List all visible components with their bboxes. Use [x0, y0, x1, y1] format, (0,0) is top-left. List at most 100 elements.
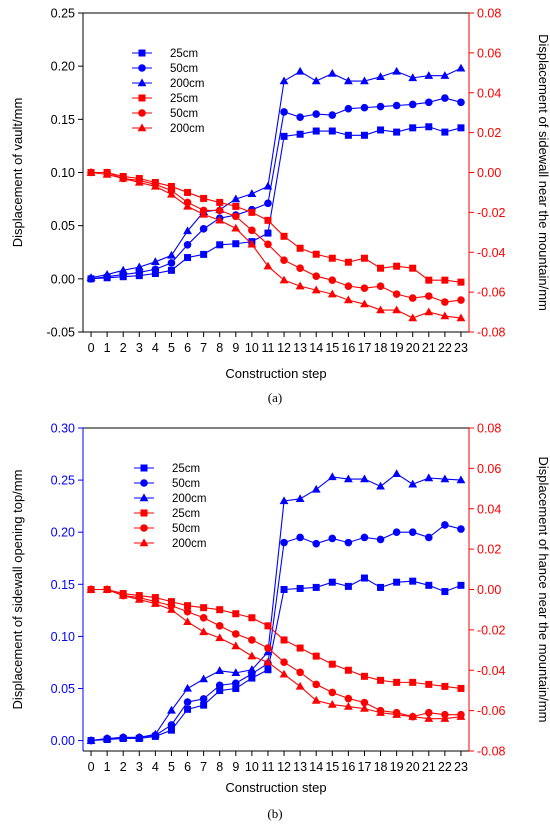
- data-point: [167, 726, 175, 734]
- x-tick-label: 4: [152, 760, 159, 774]
- data-point: [118, 265, 128, 274]
- data-point: [296, 584, 304, 592]
- y-left-tick-label: 0.15: [51, 113, 75, 127]
- data-point: [134, 177, 144, 186]
- data-point: [440, 71, 450, 79]
- data-point: [312, 127, 320, 135]
- data-point: [231, 630, 240, 638]
- data-point: [216, 198, 224, 206]
- data-point: [424, 533, 433, 542]
- data-point: [216, 241, 224, 249]
- data-point: [86, 273, 96, 281]
- legend-marker: [137, 123, 147, 132]
- data-point: [424, 98, 433, 107]
- series-left-200cm: [86, 469, 466, 744]
- data-point: [441, 588, 449, 596]
- data-point: [183, 241, 192, 249]
- y-left-tick-label: -0.05: [47, 326, 76, 340]
- data-point: [215, 215, 225, 224]
- legend-label: 50cm: [172, 523, 200, 535]
- data-point: [327, 472, 337, 481]
- x-tick-label: 22: [438, 341, 452, 355]
- data-point: [167, 605, 176, 613]
- data-point: [360, 299, 369, 308]
- data-point: [360, 574, 368, 582]
- data-point: [296, 113, 304, 122]
- y-right-tick-label: 0.06: [477, 46, 501, 60]
- data-point: [312, 652, 320, 660]
- series-line: [91, 171, 462, 283]
- data-point: [183, 683, 192, 692]
- data-point: [343, 76, 353, 85]
- x-tick-label: 8: [216, 341, 223, 355]
- data-point: [200, 194, 208, 202]
- data-point: [184, 602, 192, 610]
- data-point: [264, 622, 272, 630]
- data-point: [392, 305, 402, 314]
- data-point: [425, 581, 433, 589]
- data-point: [457, 296, 465, 304]
- y-left-axis-label: Displacement of vault/mm: [10, 98, 25, 248]
- series-right-50cm: [87, 168, 465, 306]
- y-right-tick-label: 0.02: [477, 543, 501, 557]
- series-line: [91, 588, 462, 720]
- panel-caption: (b): [267, 806, 282, 821]
- data-point: [279, 669, 289, 678]
- data-point: [360, 704, 369, 712]
- data-point: [441, 298, 449, 306]
- data-point: [344, 582, 352, 590]
- y-left-tick-label: 0.15: [51, 578, 75, 592]
- y-left-tick-label: 0.30: [51, 422, 75, 436]
- data-point: [328, 534, 337, 543]
- data-point: [295, 66, 305, 75]
- series-right-200cm: [86, 167, 466, 322]
- data-point: [264, 199, 272, 208]
- data-point: [296, 533, 304, 542]
- series-right-200cm: [86, 584, 466, 722]
- data-point: [296, 130, 304, 138]
- data-point: [360, 672, 368, 680]
- data-point: [376, 102, 385, 111]
- data-point: [199, 613, 208, 622]
- x-tick-label: 3: [136, 760, 143, 774]
- data-point: [312, 680, 321, 689]
- data-point: [86, 584, 96, 593]
- x-tick-label: 9: [232, 760, 239, 774]
- data-point: [264, 229, 272, 237]
- y-right-tick-label: -0.06: [477, 704, 506, 718]
- data-point: [118, 590, 128, 599]
- legend-marker: [140, 479, 148, 487]
- data-point: [215, 666, 225, 674]
- data-point: [344, 538, 353, 547]
- data-point: [167, 598, 175, 606]
- data-point: [199, 225, 208, 233]
- data-point: [328, 254, 336, 262]
- legend-marker: [138, 49, 146, 57]
- data-point: [376, 72, 385, 80]
- data-point: [441, 521, 449, 529]
- x-tick-label: 4: [152, 341, 159, 355]
- data-point: [409, 264, 417, 272]
- x-tick-label: 5: [168, 760, 175, 774]
- x-tick-label: 13: [293, 760, 307, 774]
- x-tick-label: 17: [358, 760, 372, 774]
- data-point: [280, 586, 288, 593]
- x-tick-label: 21: [422, 760, 436, 774]
- data-point: [344, 694, 353, 703]
- data-point: [200, 250, 208, 258]
- x-tick-label: 6: [184, 341, 191, 355]
- data-point: [409, 678, 417, 686]
- data-point: [167, 182, 175, 190]
- y-left-tick-label: 0.25: [51, 474, 75, 488]
- legend-marker: [138, 94, 146, 102]
- data-point: [393, 262, 401, 270]
- legend-label: 50cm: [172, 478, 200, 490]
- data-point: [424, 473, 434, 482]
- data-point: [102, 269, 112, 278]
- x-tick-label: 16: [341, 341, 355, 355]
- x-tick-label: 23: [454, 341, 468, 355]
- x-tick-label: 20: [406, 341, 420, 355]
- data-point: [408, 479, 418, 488]
- data-point: [231, 223, 241, 232]
- y-right-tick-label: 0.02: [477, 126, 501, 140]
